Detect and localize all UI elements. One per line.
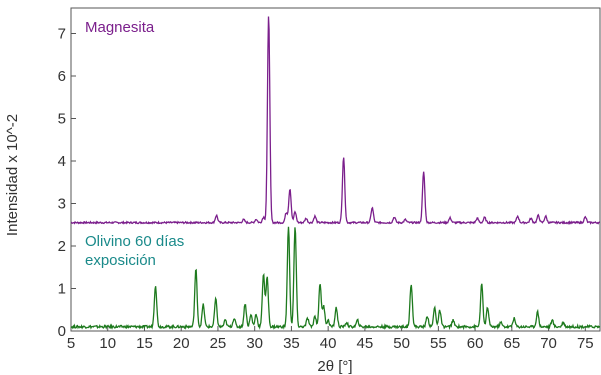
series-label-olivino-line: exposición <box>85 252 156 269</box>
y-tick-label: 5 <box>58 111 66 128</box>
x-tick-label: 10 <box>99 335 116 352</box>
series-lines <box>70 16 601 331</box>
x-axis-title: 2θ [°] <box>317 358 352 375</box>
y-tick-label: 0 <box>58 323 66 340</box>
x-tick-label: 25 <box>210 335 227 352</box>
x-tick-label: 5 <box>67 335 75 352</box>
y-axis-title: Intensidad x 10^-2 <box>4 114 21 236</box>
series-line-1 <box>70 226 601 331</box>
x-axis-ticks: 5 10 15 20 25 30 35 40 45 50 55 60 65 70 75 <box>67 326 594 352</box>
y-tick-label: 6 <box>58 68 66 85</box>
x-tick-label: 65 <box>503 335 520 352</box>
x-tick-label: 55 <box>430 335 447 352</box>
x-tick-label: 20 <box>173 335 190 352</box>
y-tick-label: 7 <box>58 26 66 43</box>
x-tick-label: 30 <box>246 335 263 352</box>
series-label-olivino: Olivino 60 días exposición <box>85 233 184 269</box>
x-tick-label: 60 <box>467 335 484 352</box>
x-tick-label: 45 <box>357 335 374 352</box>
y-tick-label: 4 <box>58 153 66 170</box>
x-tick-label: 35 <box>283 335 300 352</box>
plot-frame <box>70 7 601 332</box>
y-tick-label: 2 <box>58 238 66 255</box>
y-tick-label: 1 <box>58 281 66 298</box>
series-line-0 <box>70 16 601 226</box>
x-tick-label: 75 <box>577 335 594 352</box>
x-tick-label: 15 <box>136 335 153 352</box>
x-tick-label: 70 <box>540 335 557 352</box>
series-label-olivino-line: Olivino 60 días <box>85 233 184 250</box>
x-tick-label: 50 <box>393 335 410 352</box>
y-tick-label: 3 <box>58 196 66 213</box>
x-tick-label: 40 <box>320 335 337 352</box>
y-axis-ticks: 0 1 2 3 4 5 6 7 <box>58 26 76 340</box>
series-label-magnesita: Magnesita <box>85 19 155 36</box>
